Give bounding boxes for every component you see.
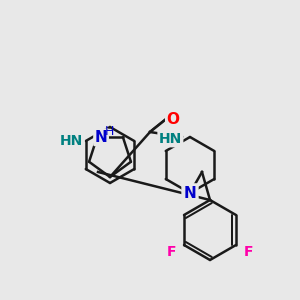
Text: F: F xyxy=(243,245,253,259)
Text: HN: HN xyxy=(159,132,182,146)
Text: F: F xyxy=(167,245,177,259)
Text: H: H xyxy=(104,125,114,138)
Text: N: N xyxy=(95,130,107,145)
Text: N: N xyxy=(184,185,196,200)
Text: HN: HN xyxy=(60,134,83,148)
Text: O: O xyxy=(167,112,179,128)
